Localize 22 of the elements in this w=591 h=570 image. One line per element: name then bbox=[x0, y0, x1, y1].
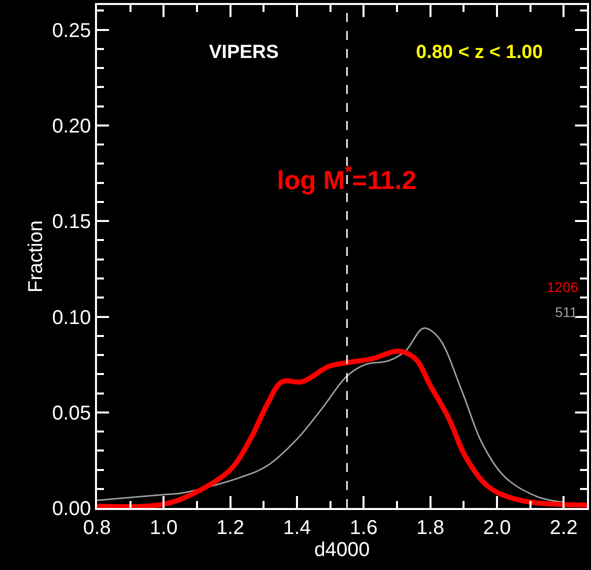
y-tick-label: 0.00 bbox=[52, 498, 91, 520]
x-tick-label: 1.0 bbox=[150, 517, 178, 539]
annotation: 0.80 < z < 1.00 bbox=[416, 42, 543, 63]
y-axis-title: Fraction bbox=[25, 220, 48, 293]
text: 1206 bbox=[547, 279, 578, 295]
x-tick-label: 1.8 bbox=[416, 517, 444, 539]
y-tick-label: 0.25 bbox=[52, 20, 91, 42]
x-tick-label: 1.4 bbox=[283, 517, 311, 539]
annotation: log M$^{*}$=11.2 bbox=[277, 162, 416, 195]
line-series bbox=[97, 327, 564, 504]
x-tick-label: 1.2 bbox=[216, 517, 244, 539]
x-tick-label: 1.6 bbox=[350, 517, 378, 539]
annotation: VIPERS bbox=[209, 42, 279, 63]
x-tick-label: 0.8 bbox=[83, 517, 111, 539]
y-tick-label: 0.15 bbox=[52, 211, 91, 234]
x-tick-label: 2.2 bbox=[550, 517, 578, 539]
y-tick-label: 0.20 bbox=[52, 115, 91, 138]
x-axis-title: d4000 bbox=[314, 539, 370, 561]
y-tick-label: 0.10 bbox=[52, 306, 91, 329]
x-tick-label: 2.0 bbox=[483, 517, 511, 539]
text: 511 bbox=[555, 304, 578, 320]
y-tick-label: 0.05 bbox=[52, 402, 91, 424]
